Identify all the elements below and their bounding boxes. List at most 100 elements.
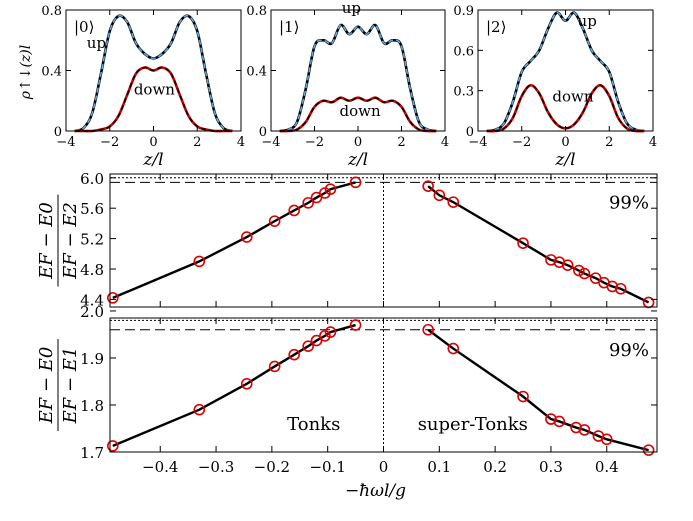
data-point: [573, 264, 585, 277]
y-tick-label: 0.8: [246, 4, 267, 19]
data-point: [600, 433, 613, 446]
y-tick-label: 1.9: [80, 350, 104, 368]
y-tick-label: 4.8: [80, 261, 104, 279]
x-axis-label: z/l: [554, 150, 575, 170]
x-tick-label: −2: [512, 135, 531, 150]
y-tick-label: 5.2: [80, 231, 104, 249]
data-point: [433, 189, 446, 202]
density-panel-2: −4 −2 0 2 4 0 0.3 0.6 0.9 |2⟩ up down z/l: [453, 4, 657, 170]
data-point: [614, 282, 627, 295]
x-tick-label: 0: [149, 135, 157, 150]
y-label-numerator: EF − E0: [36, 202, 57, 280]
curve-up-dashed: [486, 11, 645, 132]
y-tick-label: 1.7: [80, 444, 104, 462]
data-point: [240, 231, 253, 243]
y-tick-label: 0: [54, 125, 62, 140]
y-axis-label: ρ↑↓(z)l: [18, 45, 34, 100]
y-tick-label: 0.4: [41, 65, 62, 80]
y-label-denominator: EF − E1: [60, 347, 81, 425]
density-panel-1: −4 −2 0 2 4 0 0.4 0.8 |1⟩ up down z/l: [246, 0, 449, 170]
annotation-up: up: [342, 0, 361, 17]
x-tick-label: 0: [354, 135, 362, 150]
data-point: [642, 444, 655, 456]
x-tick-label: −4: [261, 135, 280, 150]
data-point: [517, 237, 529, 249]
data-point: [545, 254, 557, 266]
energy-panel-1: 1.7 1.8 1.9 2.0 −0.4 −0.3 −0.2 −0.1 0 0.1 0.2 0.3 0.…: [36, 303, 658, 501]
data-point: [561, 259, 574, 272]
annotation-down: down: [134, 81, 175, 99]
curve-up: [486, 11, 645, 133]
percent-annotation: 99%: [609, 340, 649, 361]
x-tick-label: −0.3: [198, 458, 234, 476]
x-axis-label: z/l: [347, 150, 368, 170]
percent-annotation: 99%: [609, 192, 649, 213]
data-point: [422, 323, 434, 336]
y-tick-label: 2.0: [80, 303, 104, 321]
x-tick-label: 4: [649, 135, 657, 150]
series-line-left: [112, 323, 356, 447]
x-tick-label: −2: [100, 135, 119, 150]
data-point: [447, 196, 460, 208]
panel-label: |1⟩: [279, 18, 299, 36]
x-tick-label: 0.1: [427, 458, 451, 476]
x-tick-label: −4: [468, 135, 487, 150]
data-point: [288, 204, 300, 217]
y-tick-label: 0.6: [453, 44, 474, 59]
region-label-tonks: Tonks: [287, 414, 340, 435]
data-point: [578, 267, 591, 280]
annotation-down: down: [340, 102, 381, 120]
region-label-super-tonks: super-Tonks: [418, 414, 528, 435]
y-tick-label: 4.4: [80, 291, 104, 309]
data-point: [288, 348, 300, 361]
curve-up-dashed: [279, 24, 437, 132]
data-point: [578, 424, 591, 436]
x-tick-label: 2: [193, 135, 201, 150]
x-tick-label: 0.2: [483, 458, 507, 476]
data-point: [193, 403, 206, 416]
density-panel-0: −4 −2 0 2 4 0 0.4 0.8 |0⟩up down z/l: [41, 4, 245, 170]
x-axis-label: −ħωl/g: [345, 481, 406, 501]
y-label-numerator: EF − E0: [36, 347, 57, 425]
data-point: [268, 360, 281, 373]
x-tick-label: −0.1: [309, 458, 345, 476]
data-point: [240, 378, 253, 390]
y-tick-label: 0: [259, 125, 267, 140]
data-point: [106, 292, 119, 304]
curve-down: [74, 66, 233, 133]
x-tick-label: −0.2: [254, 458, 290, 476]
x-tick-label: 0.4: [595, 458, 619, 476]
data-point: [422, 180, 434, 192]
data-point: [324, 183, 337, 195]
x-tick-label: 2: [397, 135, 405, 150]
y-tick-label: 6.0: [80, 170, 104, 188]
y-label-denominator: EF − E2: [60, 202, 81, 280]
x-tick-label: −2: [305, 135, 324, 150]
data-point: [324, 326, 337, 338]
annotation-down: down: [552, 87, 593, 105]
data-point: [570, 421, 582, 434]
series-line-right: [427, 185, 650, 304]
y-tick-label: 0: [466, 125, 474, 140]
data-point: [553, 415, 566, 428]
y-axis-label: EF − E0 EF − E1: [36, 339, 81, 431]
y-tick-label: 1.8: [80, 397, 104, 415]
data-point: [545, 413, 557, 425]
data-point: [302, 197, 314, 209]
panel-label: |0⟩: [74, 18, 94, 36]
data-point: [517, 390, 529, 403]
y-tick-label: 0.3: [453, 85, 474, 100]
series-line-left: [112, 181, 356, 299]
y-tick-label: 0.4: [246, 65, 267, 80]
x-tick-label: 0: [379, 458, 389, 476]
x-tick-label: 4: [237, 135, 245, 150]
data-point: [268, 215, 281, 227]
x-tick-label: −4: [56, 135, 75, 150]
x-tick-label: 0.3: [539, 458, 563, 476]
data-point: [606, 280, 619, 293]
panel-label: |2⟩: [486, 18, 506, 36]
x-axis-label: z/l: [142, 150, 163, 170]
x-tick-label: 2: [605, 135, 613, 150]
data-point: [302, 340, 314, 353]
